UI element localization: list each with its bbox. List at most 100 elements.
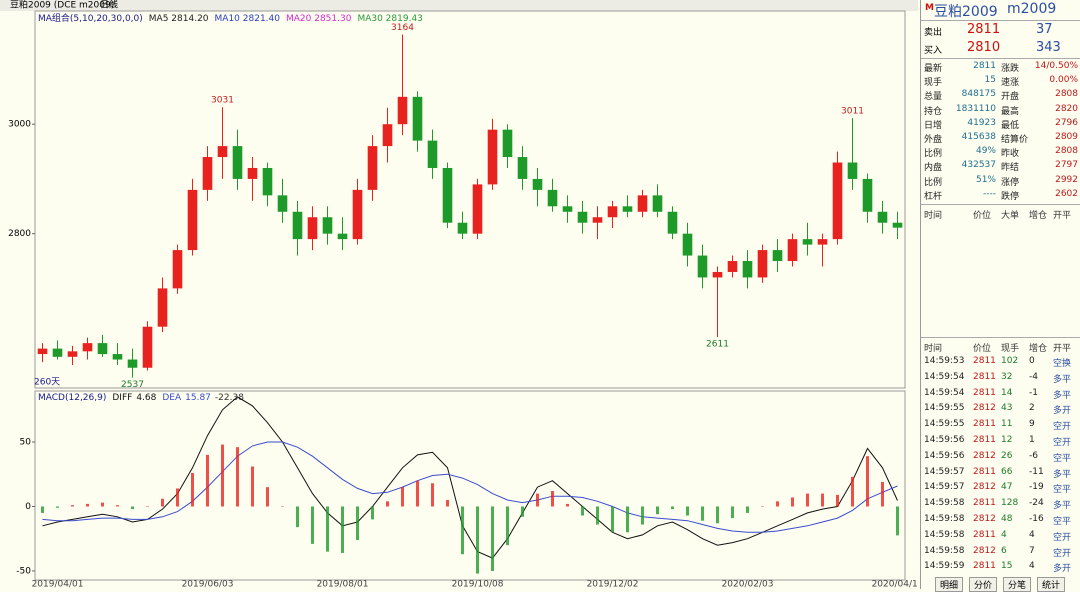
macd-bar (206, 454, 209, 507)
y-tick-label: 2800 (8, 229, 31, 239)
high-annotation: 3164 (391, 23, 414, 33)
candle-body (757, 250, 768, 278)
candle-body (232, 146, 243, 179)
tick-cell: 4 (1001, 529, 1007, 540)
candle-body (892, 222, 903, 228)
tick-cell: 2812 (973, 403, 996, 414)
candle-body (307, 217, 318, 240)
candle-body (652, 195, 663, 212)
tick-cell: 14:59:54 (924, 371, 965, 382)
macd-bar (146, 506, 149, 507)
big-header: 增仓 (1029, 211, 1048, 221)
quote-field: 1831110 (955, 103, 996, 114)
tick-cell: 11 (1001, 419, 1013, 430)
candle-body (187, 189, 198, 251)
macd-bar (806, 493, 809, 507)
big-header: 大单 (1001, 211, 1020, 221)
macd-bar (266, 487, 269, 507)
candle-body (457, 222, 468, 234)
macd-bar (116, 505, 119, 507)
quote-field: 昨结 (1001, 163, 1020, 174)
quote-field: 跌停 (1001, 191, 1020, 202)
macd-bar (641, 506, 644, 525)
quote-bid-volume: 343 (1036, 40, 1061, 55)
quote-field: 14/0.50% (1034, 61, 1078, 71)
tick-cell: 102 (1001, 356, 1019, 366)
candle-body (292, 211, 303, 240)
quote-field: 速涨 (1001, 78, 1020, 89)
candle-body (427, 140, 438, 168)
macd-bar (476, 506, 479, 574)
x-tick-label: 2020/04/15 (872, 580, 918, 590)
x-tick-label: 2019/10/08 (452, 580, 504, 590)
tick-cell: 128 (1001, 498, 1019, 509)
macd-bar (671, 506, 674, 510)
macd-bar (41, 506, 44, 513)
y-tick-label: 50 (20, 438, 32, 448)
macd-bar (236, 447, 239, 507)
candle-body (202, 157, 213, 190)
main-frame (34, 10, 906, 389)
low-annotation: 2537 (121, 380, 144, 390)
candle-body (877, 211, 888, 223)
candle-body (607, 206, 618, 218)
tick-cell: 14:59:56 (924, 450, 965, 461)
candle-body (367, 146, 378, 190)
ma-label: MA30 2819.43 (357, 14, 422, 24)
tick-cell: 2811 (973, 419, 996, 430)
tick-cell: 14:59:55 (924, 403, 965, 414)
macd-bar (431, 483, 434, 507)
macd-bar (371, 506, 374, 520)
toolbar (0, 0, 918, 11)
quote-field: 2809 (1055, 132, 1078, 142)
legend-value: 15.87 (185, 393, 211, 403)
tick-cell: 2812 (973, 450, 996, 461)
candle-body (397, 96, 408, 125)
candle-body (172, 250, 183, 289)
toolbar-period[interactable]: 日线 (100, 0, 118, 11)
tick-header: 增仓 (1029, 344, 1048, 354)
tick-header: 价位 (973, 344, 992, 354)
legend-name: DIFF (112, 393, 132, 403)
tick-cell: 14:59:58 (924, 514, 965, 524)
tick-cell: 14:59:58 (924, 545, 965, 556)
candle-body (502, 129, 513, 158)
tick-cell: 14:59:57 (924, 466, 965, 477)
candle-body (772, 250, 783, 262)
quote-field: 2602 (1055, 188, 1078, 199)
tick-cell: -6 (1029, 450, 1038, 461)
macd-bar (626, 506, 629, 533)
x-tick-label: 2019/04/01 (32, 580, 84, 590)
candle-body (487, 129, 498, 185)
ma-label: MA5 2814.20 (149, 14, 209, 24)
tick-cell: 2811 (973, 561, 996, 572)
macd-bar (716, 506, 719, 524)
tick-cell: 2 (1029, 403, 1035, 414)
panel-tab[interactable]: 分价 (969, 577, 998, 592)
big-header: 开平 (1053, 211, 1072, 221)
quote-field: 41923 (967, 117, 996, 128)
quote-field: 415638 (961, 132, 996, 142)
candle-body (667, 211, 678, 234)
tick-cell: 14:59:54 (924, 387, 965, 398)
tick-cell: 多平 (1053, 374, 1072, 385)
quote-ask-label: 卖出 (924, 28, 943, 38)
toolbar-symbol[interactable]: 豆粕2009 (DCE m2009) (10, 0, 114, 11)
tick-cell: 47 (1001, 482, 1013, 493)
tick-cell: -4 (1029, 371, 1038, 382)
macd-bar (386, 501, 389, 507)
macd-legend: MACD(12,26,9) DIFF 4.68 DEA 15.87 -22.38 (38, 393, 244, 403)
candle-body (592, 217, 603, 223)
macd-bar (596, 506, 599, 525)
quote-field: 开盘 (1001, 92, 1020, 103)
candle-body (847, 162, 858, 179)
panel-tab[interactable]: 分笔 (1003, 577, 1032, 592)
panel-tab[interactable]: 统计 (1037, 577, 1066, 592)
panel-tab[interactable]: 明细 (935, 577, 964, 592)
tick-cell: 43 (1001, 403, 1013, 414)
quote-panel: M 豆粕2009 m2009 卖出 2811 37 买入 2810 343 最新 2811 涨跌 14/… (920, 0, 1080, 592)
tick-cell: 4 (1029, 529, 1035, 540)
quote-field: 涨跌 (1001, 64, 1020, 74)
quote-field: 昨收 (1001, 149, 1020, 160)
candle-body (622, 206, 633, 212)
